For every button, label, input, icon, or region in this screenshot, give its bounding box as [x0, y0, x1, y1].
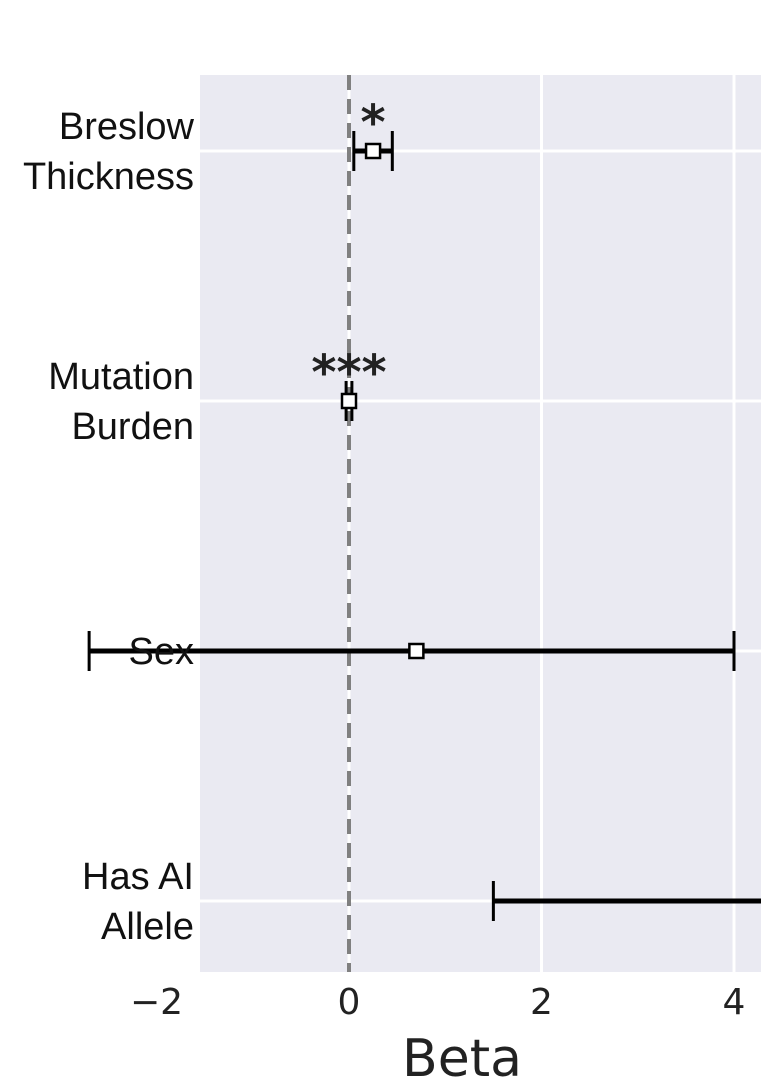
x-tick-labels: −202468: [130, 982, 746, 1023]
estimate-marker: [408, 642, 425, 660]
estimate-marker: [340, 392, 358, 410]
estimate-mark: **: [491, 881, 761, 921]
y-tick-label: Sex: [129, 631, 194, 673]
y-tick-label: Mutation: [48, 356, 194, 398]
y-tick-label: Allele: [101, 906, 194, 948]
estimate-mark: [87, 631, 736, 671]
y-tick-label: Burden: [71, 406, 194, 448]
plot-background: [200, 75, 761, 972]
y-tick-label: Thickness: [23, 156, 194, 198]
estimate-marks: ******: [87, 95, 761, 921]
y-tick-label: Breslow: [59, 106, 195, 148]
x-tick-label: 4: [723, 982, 746, 1023]
x-axis-label: Beta: [402, 1029, 522, 1089]
significance-label: ***: [311, 345, 386, 401]
y-tick-labels: Breslow Thickness Mutation Burden Sex Has AI A…: [23, 106, 195, 948]
estimate-mark: ***: [311, 345, 387, 421]
significance-label: *: [361, 95, 386, 151]
x-tick-label: 2: [530, 982, 553, 1023]
x-tick-label: 0: [338, 982, 361, 1023]
estimate-mark: *: [352, 95, 394, 171]
y-tick-label: Has AI: [82, 856, 194, 898]
x-tick-label: −2: [130, 982, 183, 1023]
estimate-marker: [364, 142, 382, 160]
